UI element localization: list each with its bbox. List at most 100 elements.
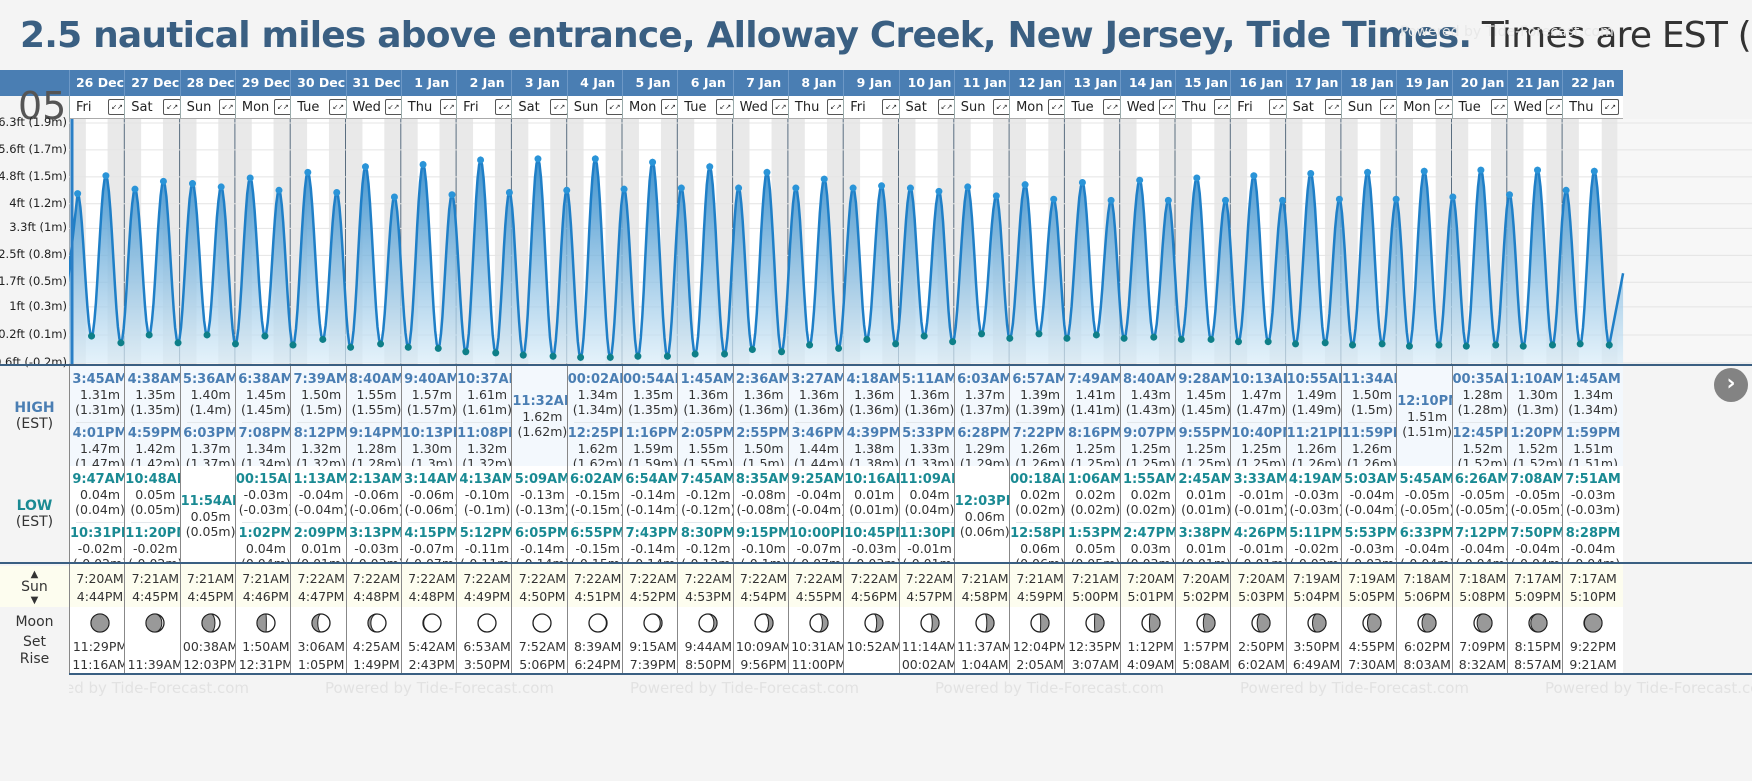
low-tide-point — [377, 340, 385, 348]
sunrise-time: 7:22AM — [463, 571, 511, 586]
tide-height: 0.04m — [245, 541, 286, 556]
tide-height-alt: (-0.05m) — [1400, 502, 1455, 517]
tide-height: 1.41m — [1075, 387, 1116, 402]
separator — [905, 522, 954, 523]
sunset-time: 5:02PM — [1182, 589, 1230, 604]
low-tide-point — [404, 343, 412, 351]
tide-time: 5:09AM — [514, 472, 571, 487]
day-column: 5 Jan Mon ↙↗ 00:54AM 1.35m (1.35m) 1:16PM 1.59m… — [622, 70, 687, 781]
high-tide-cell: 8:40AM 1.43m (1.43m) 9:07PM 1.25m (1.25m) — [1119, 366, 1181, 471]
tide-height: 1.26m — [1020, 441, 1061, 456]
tide-height-alt: (-0.03m) — [1289, 502, 1344, 517]
expand-day-button[interactable]: ↙↗ — [1601, 99, 1620, 115]
high-tide-cell: 6:03AM 1.37m (1.37m) 6:28PM 1.29m (1.29m) — [953, 366, 1015, 471]
sunset-time: 5:10PM — [1569, 589, 1617, 604]
sunset-time: 4:49PM — [463, 589, 511, 604]
expand-day-button[interactable]: ↙↗ — [605, 99, 624, 115]
expand-day-button[interactable]: ↙↗ — [1545, 99, 1564, 115]
tide-time: 00:02AM — [567, 372, 633, 387]
expand-day-button[interactable]: ↙↗ — [384, 99, 403, 115]
weekday-label: Fri — [850, 100, 866, 115]
expand-icon: ↙↗ — [1051, 103, 1063, 111]
sunset-time: 4:53PM — [685, 589, 732, 604]
expand-day-button[interactable]: ↙↗ — [992, 99, 1011, 115]
tide-height-alt: (0.01m) — [1181, 502, 1231, 517]
expand-day-button[interactable]: ↙↗ — [1490, 99, 1509, 115]
expand-day-button[interactable]: ↙↗ — [1158, 99, 1177, 115]
expand-day-button[interactable]: ↙↗ — [1048, 99, 1067, 115]
moonset-time: 10:31AM — [791, 639, 847, 654]
date-header: 13 Jan — [1064, 70, 1126, 96]
day-column: 19 Jan Mon ↙↗ 12:10PM 1.51m (1.51m) 5:45AM -0.0… — [1396, 70, 1461, 781]
expand-day-button[interactable]: ↙↗ — [771, 99, 790, 115]
y-tick-label: 3.3ft (1m) — [9, 220, 67, 235]
tide-time: 1:45AM — [680, 372, 736, 387]
tide-time: 3:13PM — [349, 526, 404, 541]
separator — [850, 522, 899, 523]
low-tide-cell: 12:03PM 0.06m (0.06m) — [953, 466, 1019, 564]
expand-day-button[interactable]: ↙↗ — [163, 99, 182, 115]
divider — [0, 562, 1752, 564]
expand-icon: ↙↗ — [498, 103, 510, 111]
expand-day-button[interactable]: ↙↗ — [218, 99, 237, 115]
moon-cell: 11:29PM 11:16AM — [69, 607, 130, 673]
low-tide-point — [492, 349, 500, 357]
expand-day-button[interactable]: ↙↗ — [826, 99, 845, 115]
watermark: Powered by Tide-Forecast.com — [1400, 24, 1614, 40]
tide-height-alt: (1.28m) — [1457, 402, 1508, 417]
low-tide-cell: 6:02AM-0.15m(-0.15m)6:55PM-0.15m(-0.15m) — [566, 466, 628, 571]
high-tide-point — [1562, 186, 1570, 194]
expand-day-button[interactable]: ↙↗ — [439, 99, 458, 115]
tide-height: 1.47m — [79, 441, 120, 456]
expand-day-button[interactable]: ↙↗ — [273, 99, 292, 115]
date-header: 11 Jan — [953, 70, 1015, 96]
tide-height-alt: (1.34m) — [572, 402, 623, 417]
low-tide-point — [1006, 334, 1014, 342]
tide-height: -0.03m — [1349, 541, 1395, 556]
expand-day-button[interactable]: ↙↗ — [1214, 99, 1232, 115]
expand-day-button[interactable]: ↙↗ — [661, 99, 679, 115]
weekday-row: Sun ↙↗ — [566, 96, 628, 119]
tide-height-alt: (1.57m) — [406, 402, 457, 417]
next-arrow-button[interactable]: › — [1714, 368, 1748, 402]
expand-day-button[interactable]: ↙↗ — [1379, 99, 1398, 115]
day-column: 20 Jan Tue ↙↗ 00:35AM 1.28m (1.28m) 12:45PM 1.5… — [1451, 70, 1517, 781]
expand-day-button[interactable]: ↙↗ — [1435, 99, 1454, 115]
expand-day-button[interactable]: ↙↗ — [550, 99, 569, 115]
expand-day-button[interactable]: ↙↗ — [716, 99, 735, 115]
tide-height-alt: (1.62m) — [517, 424, 568, 439]
tide-time: 1:16PM — [625, 426, 681, 441]
high-tide-cell: 3:45AM 1.31m (1.31m) 4:01PM 1.47m (1.47m) — [69, 366, 130, 471]
tide-height: 0.04m — [79, 487, 120, 502]
low-tide-point — [920, 332, 928, 340]
low-tide-point — [1576, 340, 1584, 348]
expand-day-button[interactable]: ↙↗ — [108, 99, 126, 115]
tide-height-alt: (-0.04m) — [1344, 502, 1400, 517]
expand-day-button[interactable]: ↙↗ — [937, 99, 956, 115]
expand-day-button[interactable]: ↙↗ — [1103, 99, 1122, 115]
expand-day-button[interactable]: ↙↗ — [1269, 99, 1288, 115]
separator — [960, 422, 1009, 423]
tide-height: 1.25m — [1130, 441, 1171, 456]
weekday-label: Fri — [76, 100, 92, 115]
moonset-time: 1:12PM — [1127, 639, 1174, 654]
tide-height: -0.03m — [354, 541, 399, 556]
expand-day-button[interactable]: ↙↗ — [882, 99, 901, 115]
tide-height: -0.04m — [1404, 541, 1450, 556]
tide-height: 1.35m — [135, 387, 176, 402]
expand-day-button[interactable]: ↙↗ — [1324, 99, 1343, 115]
sunrise-time: 7:22AM — [518, 571, 567, 586]
tide-time: 10:55AM — [1286, 372, 1351, 387]
high-tide-point — [505, 189, 513, 197]
date-header: 2 Jan — [456, 70, 518, 96]
day-column: 6 Jan Tue ↙↗ 1:45AM 1.36m (1.36m) 2:05PM 1.55m (… — [677, 70, 739, 781]
tide-height: 1.57m — [411, 387, 452, 402]
low-tide-point — [949, 338, 957, 346]
expand-day-button[interactable]: ↙↗ — [329, 99, 348, 115]
low-tide-point — [1150, 333, 1158, 341]
tide-height: -0.07m — [409, 541, 455, 556]
expand-day-button[interactable]: ↙↗ — [495, 99, 514, 115]
powered-by-watermark: Powered by Tide-Forecast.com — [325, 679, 555, 697]
tide-time: 4:13AM — [459, 472, 515, 487]
sunrise-time: 7:22AM — [573, 571, 622, 586]
